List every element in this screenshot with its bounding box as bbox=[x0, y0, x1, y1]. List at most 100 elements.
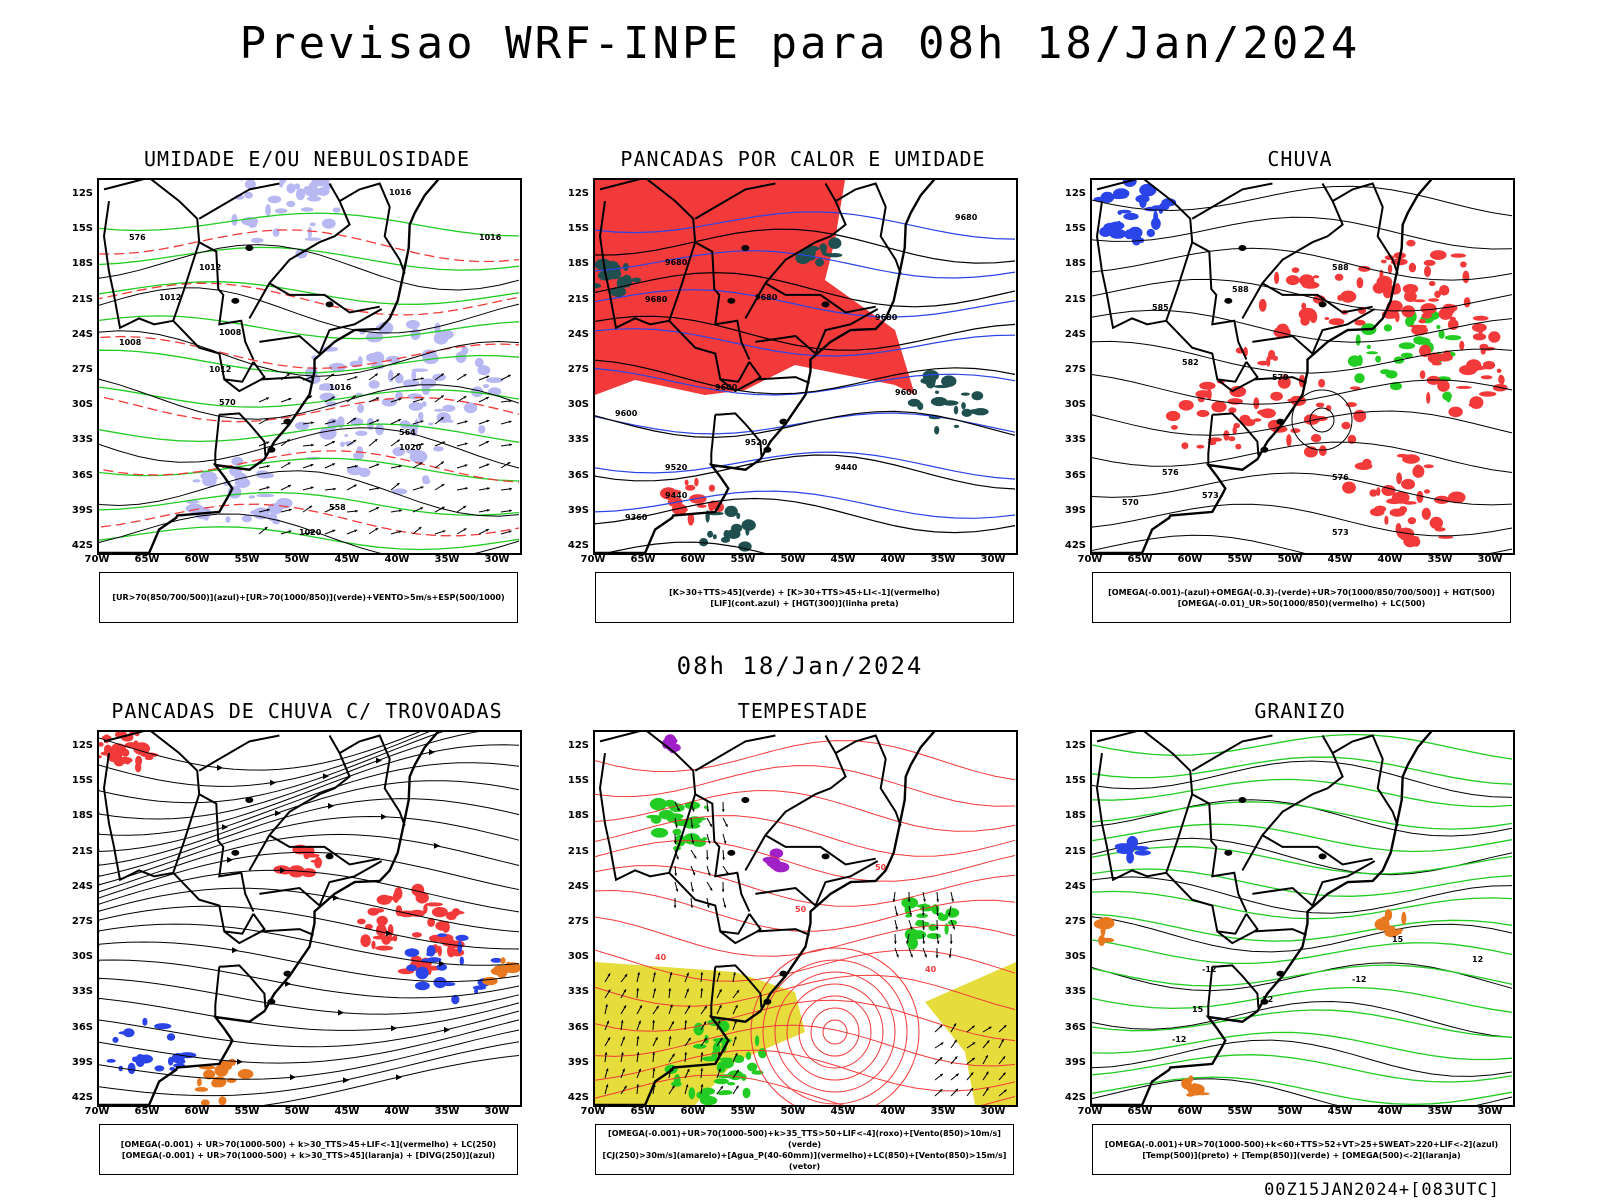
latitude-label: 15S bbox=[567, 223, 589, 235]
longitude-label: 70W bbox=[84, 554, 110, 565]
latitude-label: 24S bbox=[567, 328, 589, 340]
border-line bbox=[219, 964, 267, 1008]
border-line bbox=[755, 308, 879, 356]
border-line bbox=[668, 320, 751, 383]
legend-line: [OMEGA(-0.001)+UR>70(1000-500)+k>35_TTS>… bbox=[608, 1128, 1001, 1149]
border-line bbox=[259, 860, 383, 908]
contour-label: 50 bbox=[875, 863, 887, 872]
panel-legend: [OMEGA(-0.001)+UR>70(1000-500)+k<60+TTS>… bbox=[1092, 1124, 1511, 1175]
map-panel: 50 40 50 40 bbox=[593, 730, 1018, 1107]
latitude-label: 24S bbox=[567, 880, 589, 892]
latitude-label: 12S bbox=[1064, 740, 1086, 751]
pressure-contour bbox=[99, 330, 520, 377]
geopotential-contour bbox=[1092, 340, 1513, 374]
longitude-label: 30W bbox=[484, 1106, 510, 1117]
longitude-label: 70W bbox=[580, 554, 606, 565]
geopotential-contour bbox=[1092, 373, 1513, 405]
border-line bbox=[1332, 734, 1399, 827]
pressure-contour bbox=[99, 427, 520, 469]
streamline-850hpa bbox=[595, 815, 1016, 857]
contour-label: 1008 bbox=[219, 328, 242, 337]
map-panel bbox=[97, 730, 522, 1107]
contour-label: 9680 bbox=[755, 293, 778, 302]
thickness-contour bbox=[99, 282, 520, 316]
temperature-500-contour bbox=[1092, 1000, 1513, 1038]
panel-title: TEMPESTADE bbox=[737, 699, 869, 723]
contour-label: -12 bbox=[1202, 965, 1216, 974]
border-line bbox=[1095, 200, 1194, 330]
wind-850-area bbox=[664, 1019, 767, 1105]
latitude-label: 18S bbox=[71, 810, 93, 822]
temperature-500-contour bbox=[1092, 799, 1513, 837]
thickness-contour bbox=[99, 335, 520, 370]
rain-area bbox=[1342, 453, 1434, 525]
low-level-humidity-contour bbox=[99, 491, 520, 516]
wind-vector-850 bbox=[604, 972, 740, 1095]
wind-vectors bbox=[258, 372, 512, 535]
longitude-label: 35W bbox=[434, 554, 460, 565]
geopotential-contour bbox=[1092, 472, 1513, 506]
border-line bbox=[1096, 180, 1248, 360]
border-line bbox=[103, 180, 255, 360]
lake bbox=[1238, 245, 1247, 252]
pressure-contour bbox=[99, 287, 520, 334]
lifted-index-contour bbox=[595, 367, 1016, 396]
latitude-label: 12S bbox=[567, 188, 589, 199]
border-line bbox=[172, 872, 255, 935]
geopotential-contour bbox=[595, 410, 1016, 439]
divergence-area bbox=[106, 1017, 197, 1075]
temperature-850-contour bbox=[1092, 1054, 1513, 1083]
contour-label: 9440 bbox=[665, 491, 688, 500]
temperature-850-contour bbox=[1092, 823, 1513, 853]
map-geography bbox=[595, 732, 936, 1105]
latitude-label: 36S bbox=[1064, 469, 1086, 481]
latitude-label: 33S bbox=[567, 434, 589, 446]
legend-line: [CJ(250)>30m/s](amarelo)+[Agua_P(40-60mm… bbox=[602, 1150, 1007, 1171]
longitude-label: 55W bbox=[1227, 554, 1253, 565]
longitude-label: 40W bbox=[880, 1106, 906, 1117]
longitude-label: 45W bbox=[334, 554, 360, 565]
latitude-label: 39S bbox=[567, 504, 589, 516]
latitude-label: 33S bbox=[71, 434, 93, 446]
border-line bbox=[268, 834, 380, 866]
latitude-label: 39S bbox=[1064, 1056, 1086, 1068]
latitude-label: 27S bbox=[567, 364, 589, 375]
temperature-850-contour bbox=[1092, 890, 1513, 920]
latitude-label: 27S bbox=[1064, 916, 1086, 927]
contour-label: 573 bbox=[1202, 491, 1219, 500]
contour-label: 588 bbox=[1332, 263, 1349, 272]
streamline-850hpa bbox=[595, 1024, 1016, 1067]
border-line bbox=[764, 282, 876, 314]
border-line bbox=[835, 734, 902, 827]
streamline-850hpa bbox=[595, 889, 1016, 932]
temperature-500-contour bbox=[1092, 760, 1513, 798]
border-line bbox=[214, 414, 221, 465]
latitude-label: 24S bbox=[71, 880, 93, 892]
lake bbox=[267, 446, 276, 453]
latitude-label: 21S bbox=[567, 293, 589, 305]
convective-area-orange bbox=[482, 957, 520, 986]
contour-label: 1008 bbox=[119, 338, 142, 347]
streamline-850hpa bbox=[595, 840, 1016, 882]
latitude-label: 36S bbox=[567, 469, 589, 481]
latitude-label: 15S bbox=[1064, 775, 1086, 787]
lake bbox=[1238, 797, 1247, 804]
temperature-850-contour bbox=[1092, 964, 1513, 987]
coastline bbox=[1092, 180, 1433, 553]
cyclone-streamline bbox=[762, 959, 908, 1105]
latitude-label: 18S bbox=[1064, 258, 1086, 270]
latitude-label: 24S bbox=[1064, 880, 1086, 892]
contour-label: 12 bbox=[1262, 995, 1273, 1004]
streamline-850hpa bbox=[595, 999, 1016, 1042]
thickness-contour bbox=[99, 503, 520, 537]
longitude-label: 55W bbox=[1227, 1106, 1253, 1117]
contour-label: 582 bbox=[1182, 358, 1199, 367]
map-plot: 50 40 50 40 bbox=[595, 732, 1016, 1105]
geopotential-contour bbox=[1092, 410, 1513, 436]
temperature-850-contour bbox=[1092, 868, 1513, 897]
cyclone-streamline bbox=[774, 971, 896, 1093]
low-level-humidity-contour bbox=[99, 281, 520, 305]
cyclone-streamline bbox=[798, 995, 872, 1069]
map-plot: 9680968096809680968096009600960095209520… bbox=[595, 180, 1016, 553]
longitude-label: 45W bbox=[830, 554, 856, 565]
